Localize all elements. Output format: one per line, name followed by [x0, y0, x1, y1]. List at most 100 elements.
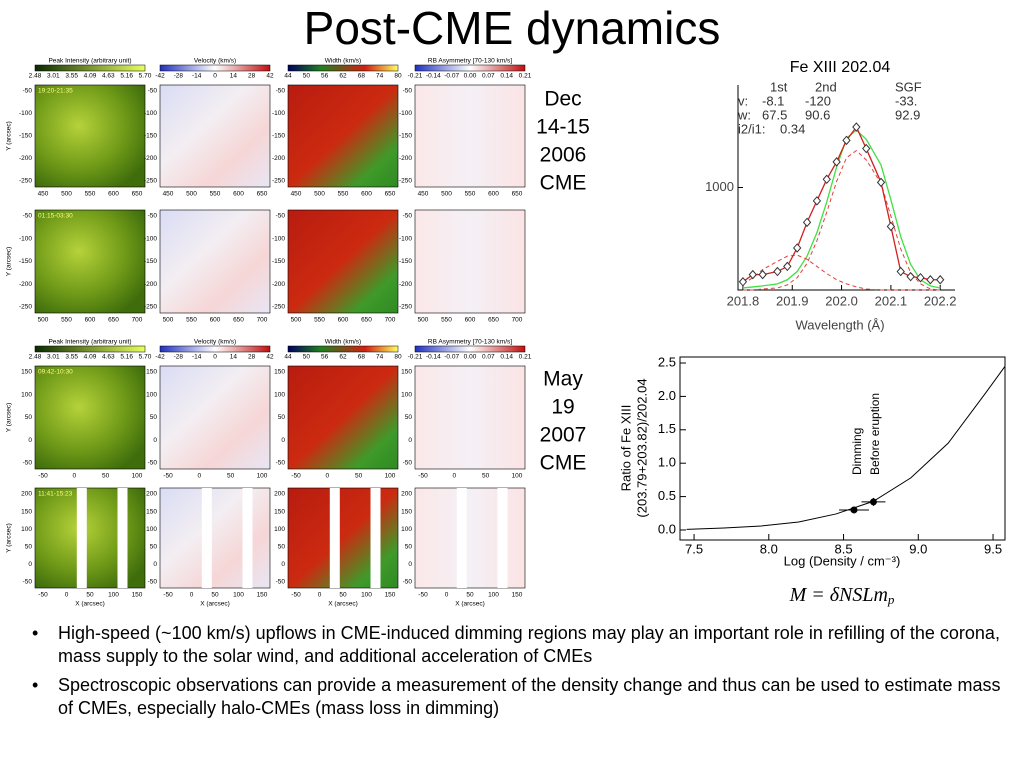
- x-tick-label: 201.9: [776, 293, 809, 308]
- colorbar-tick: 28: [248, 73, 256, 80]
- x-tick-label: 450: [38, 191, 49, 198]
- panel-title: Velocity (km/s): [194, 58, 236, 65]
- y-tick-label: 200: [401, 491, 412, 498]
- x-tick-label: -50: [291, 592, 301, 599]
- y-tick-label: -200: [144, 155, 157, 162]
- y-tick-label: 50: [25, 414, 33, 421]
- x-tick-label: 650: [488, 317, 499, 324]
- colorbar-tick: 14: [230, 354, 238, 361]
- x-tick-label: 0: [65, 592, 69, 599]
- x-tick-label: 450: [418, 191, 429, 198]
- y-tick-label: -100: [272, 235, 285, 242]
- x-tick-label: 100: [108, 592, 119, 599]
- x-tick-label: 202.0: [825, 293, 858, 308]
- x-axis-label: Log (Density / cm⁻³): [784, 553, 901, 568]
- colorbar-tick: 80: [394, 73, 402, 80]
- data-point: [852, 122, 861, 132]
- x-axis-label: X (arcsec): [200, 601, 230, 608]
- y-tick-label: 100: [146, 526, 157, 533]
- y-tick-label: -50: [276, 88, 286, 95]
- y-axis-label: Y (arcsec): [6, 121, 13, 151]
- image-panel: [159, 365, 271, 470]
- data-gap: [117, 488, 128, 588]
- colorbar-tick: 4.63: [102, 354, 115, 361]
- x-tick-label: 500: [163, 317, 174, 324]
- colorbar-tick: 0.21: [519, 73, 532, 80]
- y-tick-label: -50: [23, 88, 33, 95]
- y-tick-label: -50: [403, 213, 413, 220]
- timestamp: 19:20-21:35: [38, 88, 73, 95]
- x-tick-label: 550: [338, 191, 349, 198]
- panel-title: RB Asymmetry [70-130 km/s]: [428, 58, 512, 65]
- x-tick-label: 500: [418, 317, 429, 324]
- colorbar-tick: 28: [248, 354, 256, 361]
- image-panel: [414, 487, 526, 589]
- x-tick-label: 50: [339, 592, 347, 599]
- x-tick-label: 50: [86, 592, 94, 599]
- y-tick-label: 50: [405, 544, 413, 551]
- y-tick-label: 0: [281, 437, 285, 444]
- x-tick-label: 550: [85, 191, 96, 198]
- x-tick-label: 8.0: [760, 541, 778, 556]
- colorbar-tick: 14: [230, 73, 238, 80]
- colorbar-tick: 0.14: [500, 73, 513, 80]
- colorbar-tick: 42: [266, 73, 274, 80]
- data-point: [802, 217, 812, 228]
- panel-title: Peak Intensity (arbitrary unit): [48, 58, 131, 65]
- y-tick-label: -50: [276, 579, 286, 586]
- formula-main: M = δNSLm: [789, 584, 888, 606]
- x-tick-label: 700: [257, 317, 268, 324]
- image-panel: [414, 365, 526, 470]
- y-tick-label: 50: [25, 544, 33, 551]
- y-tick-label: -150: [272, 258, 285, 265]
- x-tick-label: 100: [488, 592, 499, 599]
- x-axis-label: X (arcsec): [455, 601, 485, 608]
- colorbar-tick: 5.70: [139, 354, 152, 361]
- x-tick-label: 500: [291, 317, 302, 324]
- data-gap: [76, 488, 87, 588]
- colorbar: [414, 345, 526, 353]
- x-tick-label: 50: [102, 473, 110, 480]
- panel-title: Width (km/s): [325, 339, 361, 346]
- density-frame: [679, 356, 1006, 541]
- image-panel: [287, 209, 399, 314]
- colorbar-tick: 3.01: [47, 73, 60, 80]
- data-point: [793, 243, 802, 253]
- image-panel: [287, 84, 399, 188]
- x-tick-label: 50: [211, 592, 219, 599]
- y-tick-label: 100: [274, 526, 285, 533]
- image-panel: [159, 84, 271, 188]
- colorbar-tick: -0.07: [444, 73, 459, 80]
- event-label: Dec: [544, 88, 581, 111]
- y-tick-label: -200: [272, 155, 285, 162]
- x-tick-label: 0: [190, 592, 194, 599]
- y-tick-label: -250: [19, 304, 32, 311]
- x-tick-label: 50: [482, 473, 490, 480]
- colorbar: [34, 345, 146, 353]
- data-point: [869, 498, 877, 506]
- y-tick-label: 50: [278, 544, 286, 551]
- ratio-curve: [686, 366, 1006, 530]
- legend-text: 92.9: [895, 107, 920, 122]
- legend-text: 0.34: [780, 121, 805, 136]
- legend-text: 1st: [770, 79, 788, 94]
- data-point: [758, 269, 767, 280]
- colorbar-tick: 4.09: [84, 354, 97, 361]
- y-tick-label: 100: [21, 526, 32, 533]
- panel-title: Width (km/s): [325, 58, 361, 65]
- x-tick-label: 500: [38, 317, 49, 324]
- y-tick-label: 50: [150, 414, 158, 421]
- x-tick-label: 100: [257, 473, 268, 480]
- panel-title: RB Asymmetry [70-130 km/s]: [428, 339, 512, 346]
- colorbar-tick: 0.00: [464, 73, 477, 80]
- colorbar-tick: 4.09: [84, 73, 97, 80]
- y-tick-label: -250: [144, 178, 157, 185]
- y-tick-label: 100: [21, 391, 32, 398]
- colorbar-tick: 0: [213, 354, 217, 361]
- y-tick-label: -250: [144, 304, 157, 311]
- y-tick-label: 150: [401, 508, 412, 515]
- image-panel: [159, 209, 271, 314]
- formula: M = δNSLmp: [789, 584, 895, 607]
- y-tick-label: -150: [399, 258, 412, 265]
